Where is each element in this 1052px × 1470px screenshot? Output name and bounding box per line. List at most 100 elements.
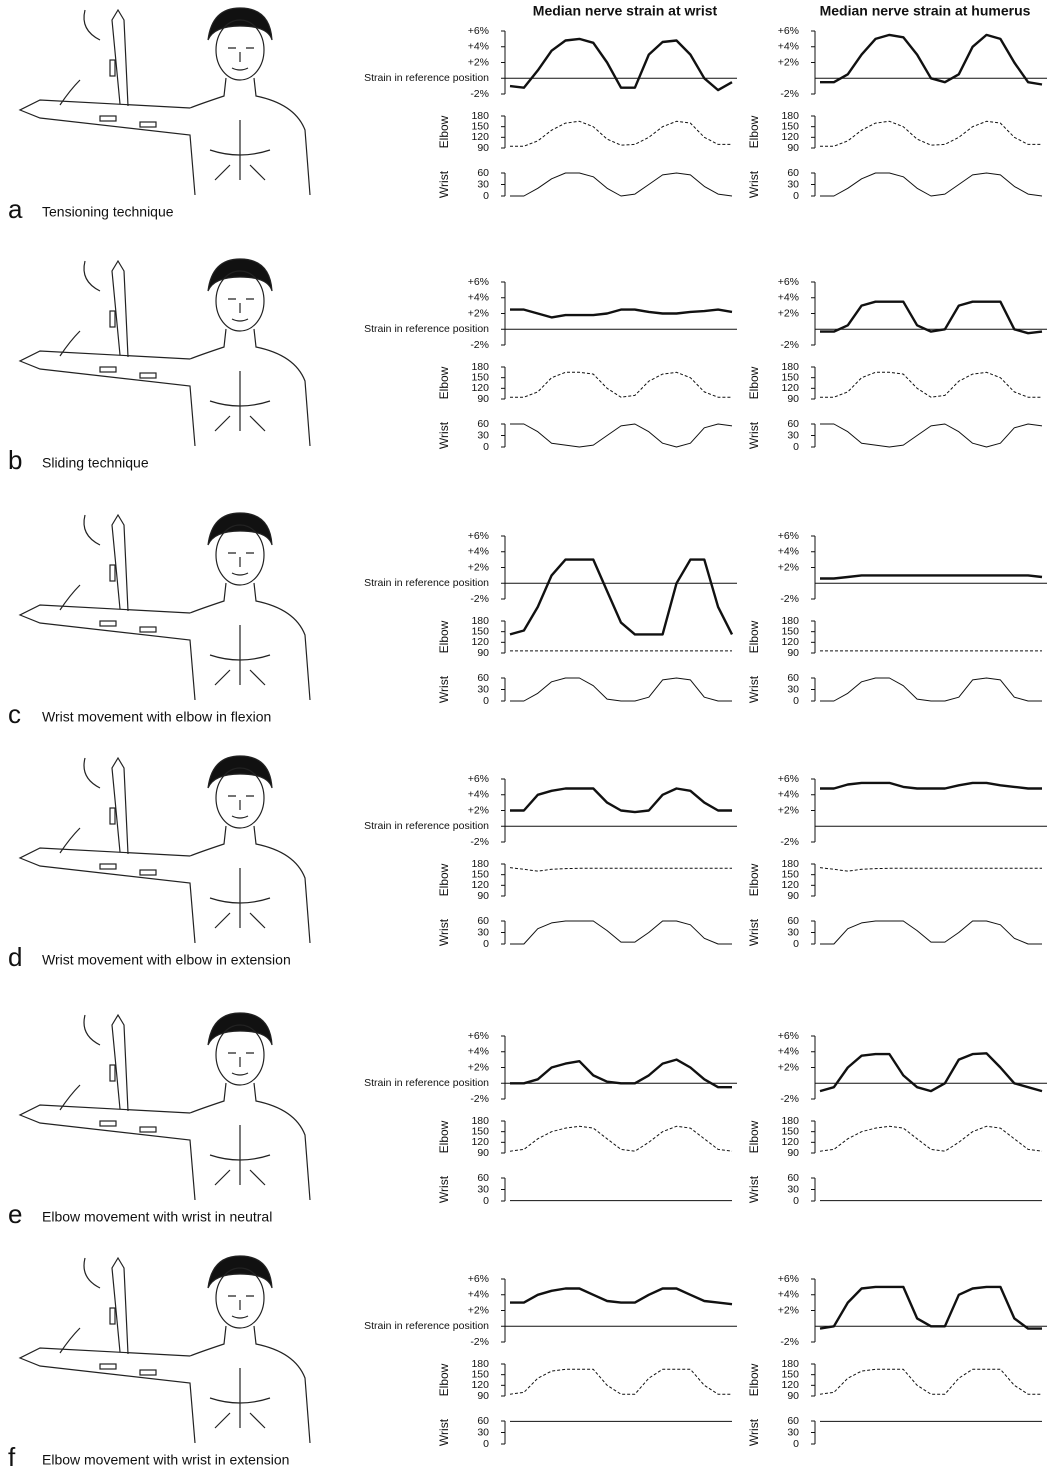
y-tick-label: 150: [781, 1125, 799, 1137]
y-tick-label: -2%: [470, 1093, 489, 1105]
y-tick-label: Strain in reference position: [364, 72, 489, 84]
y-tick-label: +2%: [468, 56, 489, 68]
y-tick-label: 30: [787, 178, 799, 190]
y-tick-label: 30: [787, 429, 799, 441]
y-tick-label: +4%: [778, 41, 799, 53]
y-tick-label: Strain in reference position: [364, 577, 489, 589]
y-tick-label: +4%: [778, 789, 799, 801]
y-tick-label: 120: [781, 1379, 799, 1391]
panel-letter: e: [8, 1199, 22, 1229]
y-tick-label: 0: [483, 441, 489, 453]
y-tick-label: 0: [483, 190, 489, 202]
y-tick-label: 60: [787, 915, 799, 927]
y-tick-label: +2%: [468, 1304, 489, 1316]
y-tick-label: 150: [781, 371, 799, 383]
y-tick-label: 30: [477, 178, 489, 190]
y-tick-label: 120: [781, 131, 799, 143]
y-tick-label: 0: [483, 1438, 489, 1450]
y-tick-label: +6%: [778, 1030, 799, 1042]
y-axis-label: Elbow: [747, 863, 761, 896]
elbow-line: [820, 372, 1042, 397]
y-tick-label: 30: [477, 1183, 489, 1195]
y-axis-label: Elbow: [747, 1363, 761, 1396]
panel-letter: a: [8, 194, 23, 224]
y-axis-label: Elbow: [747, 1120, 761, 1153]
y-tick-label: 120: [781, 636, 799, 648]
y-tick-label: +4%: [778, 1289, 799, 1301]
y-tick-label: -2%: [470, 88, 489, 100]
y-tick-label: +4%: [468, 789, 489, 801]
y-tick-label: Strain in reference position: [364, 1077, 489, 1089]
elbow-line: [820, 1369, 1042, 1394]
y-tick-label: 0: [793, 1195, 799, 1207]
y-tick-label: 120: [471, 131, 489, 143]
y-tick-label: +2%: [468, 1061, 489, 1073]
illustration: [20, 1013, 310, 1200]
y-tick-label: +4%: [778, 292, 799, 304]
y-tick-label: +6%: [468, 773, 489, 785]
y-tick-label: +2%: [778, 561, 799, 573]
y-axis-label: Wrist: [437, 918, 451, 946]
column-title: Median nerve strain at humerus: [820, 3, 1031, 19]
y-tick-label: 90: [477, 1147, 489, 1159]
y-tick-label: +6%: [468, 1273, 489, 1285]
y-tick-label: 150: [471, 625, 489, 637]
y-tick-label: 150: [471, 868, 489, 880]
y-tick-label: 0: [793, 190, 799, 202]
y-tick-label: 180: [781, 110, 799, 122]
y-tick-label: +6%: [778, 530, 799, 542]
y-tick-label: -2%: [780, 1336, 799, 1348]
elbow-line: [820, 1126, 1042, 1151]
y-tick-label: 30: [787, 1183, 799, 1195]
y-tick-label: Strain in reference position: [364, 820, 489, 832]
illustration: [20, 8, 310, 195]
y-axis-label: Elbow: [437, 1363, 451, 1396]
strain-line: [510, 39, 732, 90]
elbow-line: [510, 372, 732, 397]
y-tick-label: 30: [477, 683, 489, 695]
y-tick-label: 30: [787, 926, 799, 938]
y-tick-label: 30: [477, 926, 489, 938]
wrist-line: [510, 424, 732, 447]
wrist-line: [510, 921, 732, 944]
y-tick-label: +4%: [468, 292, 489, 304]
y-axis-label: Elbow: [747, 115, 761, 148]
y-axis-label: Elbow: [437, 366, 451, 399]
panel-letter: d: [8, 942, 22, 972]
y-tick-label: 180: [471, 1115, 489, 1127]
y-tick-label: 90: [787, 1390, 799, 1402]
y-tick-label: 90: [477, 890, 489, 902]
y-tick-label: +6%: [778, 773, 799, 785]
page: Median nerve strain at wrist Median nerv…: [0, 0, 1052, 1470]
y-tick-label: 0: [483, 938, 489, 950]
y-tick-label: 180: [781, 1358, 799, 1370]
panel-letter: b: [8, 445, 22, 475]
y-tick-label: 120: [471, 1379, 489, 1391]
y-tick-label: +2%: [778, 1304, 799, 1316]
y-axis-label: Wrist: [747, 1418, 761, 1446]
y-tick-label: -2%: [780, 339, 799, 351]
illustrations: [20, 8, 310, 1443]
elbow-line: [820, 121, 1042, 146]
panel-caption: Elbow movement with wrist in extension: [42, 1452, 289, 1468]
panel-caption: Wrist movement with elbow in flexion: [42, 709, 271, 725]
y-tick-label: +4%: [468, 1046, 489, 1058]
y-tick-label: +6%: [468, 25, 489, 37]
wrist-line: [820, 424, 1042, 447]
wrist-line: [820, 678, 1042, 701]
y-tick-label: +2%: [468, 307, 489, 319]
y-tick-label: 0: [793, 695, 799, 707]
y-axis-label: Wrist: [437, 170, 451, 198]
y-tick-label: 180: [781, 1115, 799, 1127]
y-tick-label: 150: [471, 1368, 489, 1380]
y-axis-label: Elbow: [437, 863, 451, 896]
strain-line: [820, 783, 1042, 789]
strain-line: [510, 310, 732, 318]
y-tick-label: +2%: [778, 1061, 799, 1073]
y-tick-label: 30: [787, 683, 799, 695]
y-axis-label: Wrist: [747, 918, 761, 946]
y-tick-label: -2%: [780, 88, 799, 100]
y-tick-label: 60: [477, 167, 489, 179]
y-tick-label: -2%: [470, 593, 489, 605]
y-axis-label: Elbow: [747, 620, 761, 653]
